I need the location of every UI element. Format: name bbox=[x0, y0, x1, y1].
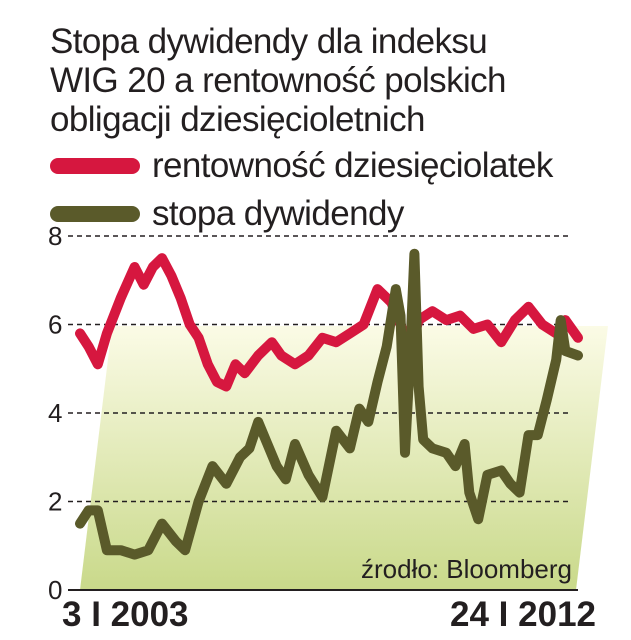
background-area bbox=[80, 326, 608, 590]
series-line-stopa bbox=[75, 248, 583, 560]
source-label: źrodło: Bloomberg bbox=[361, 554, 572, 584]
y-tick-label-2: 2 bbox=[48, 487, 62, 517]
x-label-start: 3 I 2003 bbox=[62, 595, 189, 634]
legend-item-rentownosc: rentowność dziesięciolatek bbox=[50, 142, 553, 190]
chart-title: Stopa dywidendy dla indeksu WIG 20 a ren… bbox=[50, 22, 507, 139]
y-tick-label-0: 0 bbox=[48, 575, 62, 605]
legend-label-rentownosc: rentowność dziesięciolatek bbox=[152, 146, 553, 185]
legend: rentowność dziesięciolatek stopa dywiden… bbox=[50, 142, 553, 238]
legend-item-stopa: stopa dywidendy bbox=[50, 190, 553, 238]
y-tick-label-6: 6 bbox=[48, 310, 62, 340]
title-line-3: obligacji dziesięcioletnich bbox=[50, 100, 425, 139]
legend-swatch-stopa bbox=[50, 206, 140, 222]
title-line-2: WIG 20 a rentowność polskich bbox=[50, 61, 507, 100]
y-tick-label-8: 8 bbox=[48, 221, 62, 251]
legend-label-stopa: stopa dywidendy bbox=[152, 194, 404, 233]
title-line-1: Stopa dywidendy dla indeksu bbox=[50, 22, 488, 61]
y-tick-label-4: 4 bbox=[48, 398, 62, 428]
series-line-rentownosc bbox=[75, 253, 583, 392]
x-label-end: 24 I 2012 bbox=[450, 595, 596, 634]
legend-swatch-rentownosc bbox=[50, 158, 140, 174]
